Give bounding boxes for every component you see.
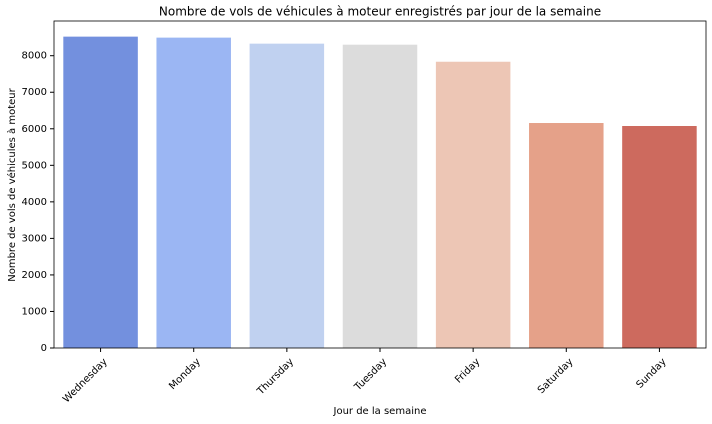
bar	[249, 43, 325, 348]
x-tick-label: Saturday	[536, 356, 576, 396]
y-tick-label: 8000	[22, 51, 47, 62]
x-axis-label: Jour de la semaine	[333, 406, 427, 417]
y-tick-label: 4000	[22, 197, 47, 208]
x-tick-label: Friday	[453, 356, 482, 385]
bar	[63, 36, 138, 348]
y-tick-label: 3000	[22, 233, 47, 244]
bar	[622, 126, 697, 348]
bar	[156, 37, 231, 348]
bar	[529, 123, 604, 348]
x-tick-label: Monday	[167, 356, 203, 392]
y-tick-label: 6000	[22, 124, 47, 135]
bar	[342, 44, 418, 348]
y-axis-label: Nombre de vols de véhicules à moteur	[6, 87, 18, 281]
x-tick-label: Tuesday	[352, 356, 389, 393]
chart-title: Nombre de vols de véhicules à moteur enr…	[159, 5, 601, 19]
x-tick-label: Sunday	[634, 356, 668, 390]
x-tick-label: Thursday	[255, 356, 296, 397]
y-tick-label: 0	[41, 343, 47, 354]
x-tick-label: Wednesday	[61, 356, 110, 405]
plot-frame	[53, 20, 707, 349]
y-tick-label: 2000	[22, 270, 47, 281]
bar	[435, 61, 511, 349]
y-tick-label: 7000	[22, 87, 47, 98]
y-tick-label: 1000	[22, 306, 47, 317]
y-tick-label: 5000	[22, 160, 47, 171]
